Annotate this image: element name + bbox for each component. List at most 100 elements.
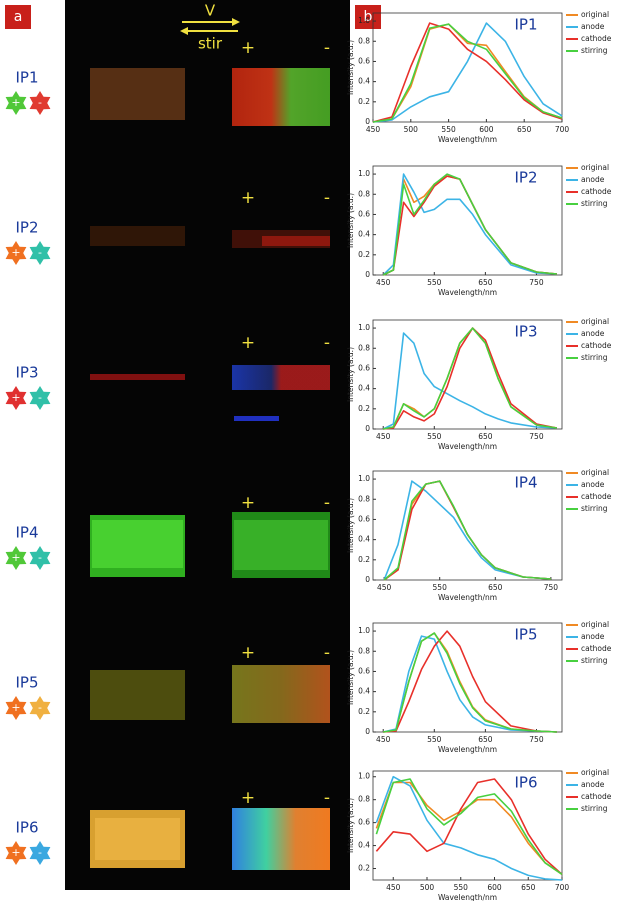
arrow-head xyxy=(232,18,240,26)
legend-label: anode xyxy=(581,632,605,641)
y-tick-label: 0.8 xyxy=(358,343,370,352)
electrode-sign: - xyxy=(324,643,330,663)
legend-label: original xyxy=(581,10,609,19)
star-sign: + xyxy=(11,846,20,859)
star-icon xyxy=(5,696,27,720)
x-tick-label: 650 xyxy=(488,583,503,592)
star-icon xyxy=(5,91,27,115)
y-tick-label: 1.0 xyxy=(358,16,370,25)
legend-label: stirring xyxy=(581,199,608,208)
x-axis-label: Wavelength/nm xyxy=(438,442,497,451)
x-tick-label: 550 xyxy=(427,735,442,744)
x-tick-label: 450 xyxy=(377,583,392,592)
y-tick-label: 0.6 xyxy=(358,363,370,372)
panel-label: a xyxy=(14,9,23,25)
x-tick-label: 450 xyxy=(366,125,381,134)
spectrum-line xyxy=(375,778,563,875)
electrode-sign: + xyxy=(241,188,255,208)
spectrum-line xyxy=(375,775,563,881)
legend-label: original xyxy=(581,163,609,172)
spectrum-line xyxy=(372,23,563,123)
star-sign: - xyxy=(38,96,42,109)
direction-label: V xyxy=(205,2,216,20)
legend-label: anode xyxy=(581,22,605,31)
y-tick-label: 0 xyxy=(365,575,370,584)
electrode-sign: + xyxy=(241,38,255,58)
annotation: IP3 xyxy=(514,323,537,341)
y-tick-label: 0 xyxy=(365,424,370,433)
y-tick-label: 0.6 xyxy=(358,666,370,675)
x-tick-label: 750 xyxy=(529,432,544,441)
y-tick-label: 0.2 xyxy=(358,864,370,873)
y-axis-label: Intensity (a.u.) xyxy=(346,798,355,853)
x-tick-label: 650 xyxy=(478,735,493,744)
star-icon xyxy=(5,841,27,865)
spectrum-line xyxy=(383,327,558,430)
x-axis-label: Wavelength/nm xyxy=(438,593,497,602)
y-tick-label: 0.6 xyxy=(358,56,370,65)
direction-label: stir xyxy=(198,35,223,53)
cuvettes xyxy=(90,68,330,870)
y-tick-label: 0.4 xyxy=(358,230,370,239)
star-icon xyxy=(29,696,51,720)
spectrum-line xyxy=(383,630,557,733)
y-tick-label: 0.8 xyxy=(358,36,370,45)
x-tick-label: 700 xyxy=(555,125,570,134)
y-tick-label: 0.6 xyxy=(358,818,370,827)
x-tick-label: 550 xyxy=(433,583,448,592)
star-icon xyxy=(29,546,51,570)
x-tick-label: 750 xyxy=(529,735,544,744)
x-axis-label: Wavelength/nm xyxy=(438,135,497,144)
star-sign: - xyxy=(38,551,42,564)
spectrum-line xyxy=(383,327,558,430)
legend-label: cathode xyxy=(581,792,612,801)
y-tick-label: 0.4 xyxy=(358,384,370,393)
legend-label: original xyxy=(581,620,609,629)
y-tick-label: 0.6 xyxy=(358,209,370,218)
star-sign: - xyxy=(38,846,42,859)
x-axis-label: Wavelength/nm xyxy=(438,745,497,754)
legend-label: stirring xyxy=(581,804,608,813)
y-axis-label: Intensity (a.u.) xyxy=(346,347,355,402)
y-tick-label: 0 xyxy=(365,270,370,279)
y-tick-label: 1.0 xyxy=(358,169,370,178)
y-axis-label: Intensity (a.u.) xyxy=(346,650,355,705)
spectrum-line xyxy=(383,632,557,733)
legend-label: stirring xyxy=(581,504,608,513)
y-tick-label: 1.0 xyxy=(358,474,370,483)
legend-label: stirring xyxy=(581,353,608,362)
annotation: IP2 xyxy=(514,169,537,187)
legend-label: original xyxy=(581,768,609,777)
spectrum-line xyxy=(382,332,557,430)
x-tick-label: 750 xyxy=(529,278,544,287)
spectrum-line xyxy=(375,778,563,875)
y-tick-label: 0.8 xyxy=(358,494,370,503)
y-axis-label: Intensity (a.u.) xyxy=(346,193,355,248)
x-tick-label: 700 xyxy=(555,883,570,892)
y-tick-label: 0 xyxy=(365,727,370,736)
spectrum-line xyxy=(383,480,551,581)
spectrum-line xyxy=(372,22,563,123)
spectrum-line xyxy=(383,635,557,733)
x-tick-label: 650 xyxy=(478,278,493,287)
star-icon xyxy=(5,241,27,265)
panel-label-box xyxy=(5,5,31,29)
x-tick-label: 450 xyxy=(376,735,391,744)
x-tick-label: 450 xyxy=(386,883,401,892)
star-sign: + xyxy=(11,551,20,564)
x-tick-label: 550 xyxy=(441,125,456,134)
sample-label: IP2 xyxy=(15,219,38,237)
star-icon xyxy=(5,386,27,410)
star-sign: - xyxy=(38,391,42,404)
y-tick-label: 0.6 xyxy=(358,514,370,523)
x-tick-label: 650 xyxy=(478,432,493,441)
x-axis-label: Wavelength/nm xyxy=(438,893,497,901)
y-tick-label: 0.8 xyxy=(358,189,370,198)
plot-frame xyxy=(372,770,563,881)
electrode-sign: + xyxy=(241,643,255,663)
spectrum-line xyxy=(372,22,563,123)
electrode-sign: + xyxy=(241,333,255,353)
sample-label: IP5 xyxy=(15,674,38,692)
y-tick-label: 1.0 xyxy=(358,772,370,781)
